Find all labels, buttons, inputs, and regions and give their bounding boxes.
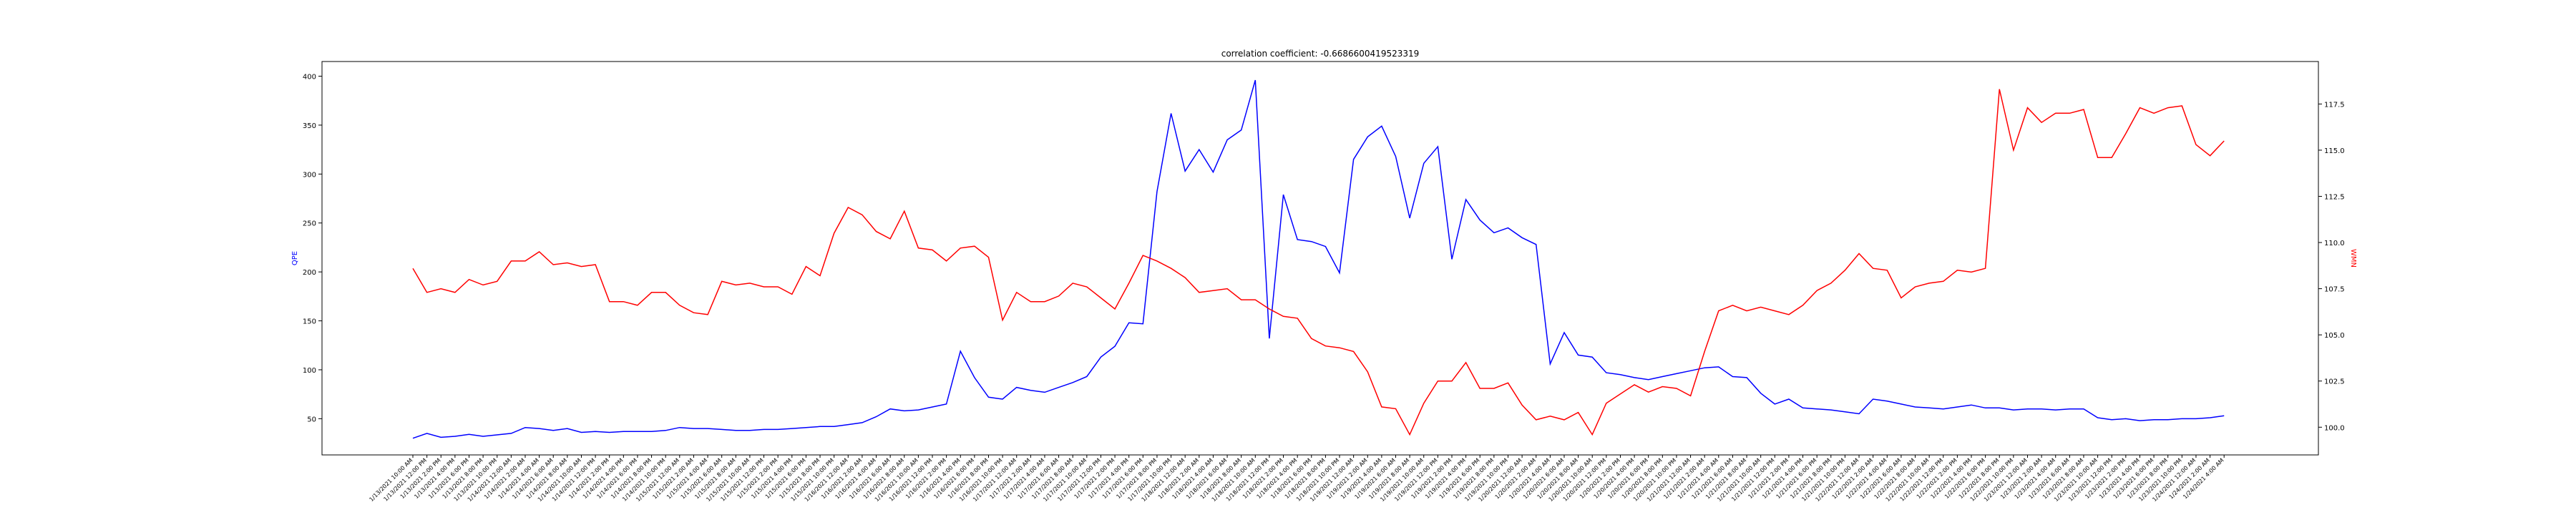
right-tick-label: 107.5: [2324, 286, 2345, 294]
left-tick-label: 350: [303, 122, 316, 130]
left-axis-label: QPE: [291, 251, 299, 265]
right-y-axis: 100.0 102.5 105.0 107.5 110.0 112.5 115.0 117.5: [2318, 101, 2345, 432]
left-tick-label: 300: [303, 171, 316, 179]
right-tick-label: 117.5: [2324, 101, 2345, 109]
left-y-axis: 50 100 150 200 250 300 350 400: [303, 74, 322, 423]
right-axis-label: WMN: [2349, 249, 2357, 268]
series-line-qpe: [412, 79, 2225, 439]
plot-frame: [321, 61, 2319, 456]
left-tick-label: 400: [303, 74, 316, 82]
left-tick-label: 100: [303, 367, 316, 375]
right-tick-label: 112.5: [2324, 193, 2345, 201]
left-tick-label: 250: [303, 220, 316, 228]
left-tick-label: 200: [303, 269, 316, 277]
series-line-wmn: [412, 89, 2225, 436]
left-tick-label: 150: [303, 318, 316, 326]
right-tick-label: 115.0: [2324, 147, 2345, 155]
left-tick-label: 50: [307, 416, 316, 423]
right-tick-label: 110.0: [2324, 240, 2345, 247]
right-tick-label: 100.0: [2324, 424, 2345, 432]
chart-title: correlation coefficient: -0.668660041952…: [1221, 49, 1420, 59]
right-tick-label: 105.0: [2324, 332, 2345, 340]
right-tick-label: 102.5: [2324, 378, 2345, 386]
